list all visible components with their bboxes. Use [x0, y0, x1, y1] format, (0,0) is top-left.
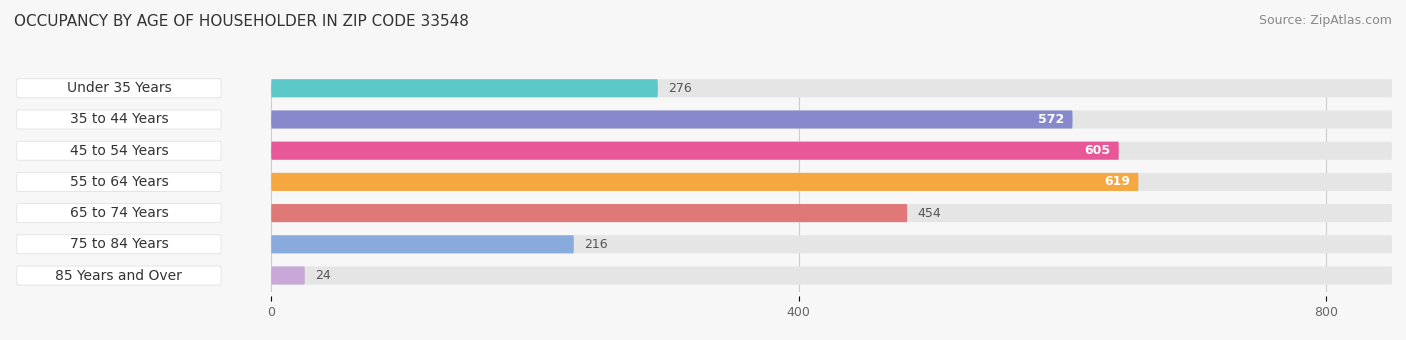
FancyBboxPatch shape	[271, 142, 1392, 160]
FancyBboxPatch shape	[17, 266, 221, 285]
FancyBboxPatch shape	[271, 110, 1392, 129]
Text: OCCUPANCY BY AGE OF HOUSEHOLDER IN ZIP CODE 33548: OCCUPANCY BY AGE OF HOUSEHOLDER IN ZIP C…	[14, 14, 470, 29]
Text: 216: 216	[585, 238, 607, 251]
FancyBboxPatch shape	[271, 173, 1392, 191]
Text: 605: 605	[1084, 144, 1111, 157]
FancyBboxPatch shape	[271, 267, 305, 285]
FancyBboxPatch shape	[271, 79, 1392, 97]
Text: 45 to 54 Years: 45 to 54 Years	[69, 144, 169, 158]
FancyBboxPatch shape	[17, 141, 221, 160]
Text: 85 Years and Over: 85 Years and Over	[55, 269, 183, 283]
Text: 454: 454	[918, 207, 942, 220]
Text: 75 to 84 Years: 75 to 84 Years	[69, 237, 169, 251]
Text: 276: 276	[668, 82, 692, 95]
FancyBboxPatch shape	[271, 204, 907, 222]
FancyBboxPatch shape	[271, 235, 574, 253]
FancyBboxPatch shape	[271, 110, 1073, 129]
FancyBboxPatch shape	[17, 79, 221, 98]
Text: 572: 572	[1039, 113, 1064, 126]
Text: 35 to 44 Years: 35 to 44 Years	[69, 113, 169, 126]
FancyBboxPatch shape	[17, 172, 221, 191]
Text: 65 to 74 Years: 65 to 74 Years	[69, 206, 169, 220]
Text: 55 to 64 Years: 55 to 64 Years	[69, 175, 169, 189]
Text: Under 35 Years: Under 35 Years	[66, 81, 172, 95]
Text: Source: ZipAtlas.com: Source: ZipAtlas.com	[1258, 14, 1392, 27]
Text: 619: 619	[1105, 175, 1130, 188]
FancyBboxPatch shape	[17, 204, 221, 223]
FancyBboxPatch shape	[271, 267, 1392, 285]
Text: 24: 24	[315, 269, 330, 282]
FancyBboxPatch shape	[271, 142, 1119, 160]
FancyBboxPatch shape	[271, 204, 1392, 222]
FancyBboxPatch shape	[271, 79, 658, 97]
FancyBboxPatch shape	[271, 235, 1392, 253]
FancyBboxPatch shape	[17, 110, 221, 129]
FancyBboxPatch shape	[17, 235, 221, 254]
FancyBboxPatch shape	[271, 173, 1139, 191]
